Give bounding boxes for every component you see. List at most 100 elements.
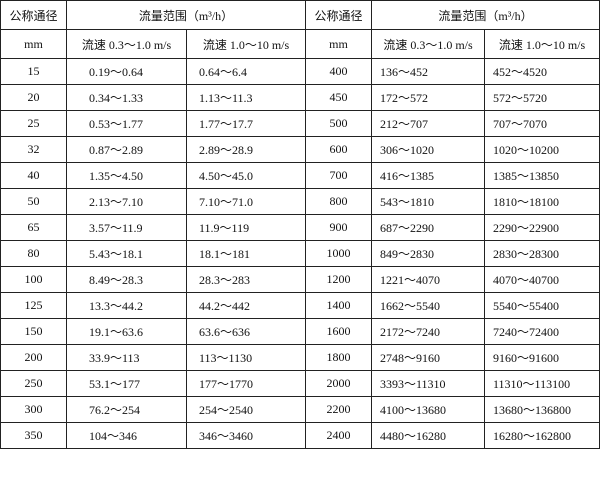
flow-range-cell: 572～5720 — [484, 84, 600, 111]
flow-range-cell: 0.34～1.33 — [66, 84, 187, 111]
flow-range-cell: 0.53～1.77 — [66, 110, 187, 137]
flow-range-cell: 687～2290 — [371, 214, 485, 241]
flow-range-cell: 5.43～18.1 — [66, 240, 187, 267]
diameter-cell: 2400 — [305, 422, 372, 449]
table-row: 80 5.43～18.1 18.1～181 1000 849～2830 2830～2830… — [0, 240, 600, 267]
diameter-cell: 32 — [0, 136, 67, 163]
flow-range-cell: 543～1810 — [371, 188, 485, 215]
table-row: 15 0.19～0.64 0.64～6.4 400 136～452 452～4520 — [0, 58, 600, 85]
diameter-cell: 350 — [0, 422, 67, 449]
flow-range-cell: 1810～18100 — [484, 188, 600, 215]
header-row: mm 流速 0.3～1.0 m/s 流速 1.0～10 m/s mm 流速 0.… — [0, 29, 600, 59]
flow-range-cell: 849～2830 — [371, 240, 485, 267]
header-cell: 流速 1.0～10 m/s — [484, 29, 600, 59]
flow-range-cell: 1662～5540 — [371, 292, 485, 319]
header-cell: mm — [305, 29, 372, 59]
flow-range-cell: 1221～4070 — [371, 266, 485, 293]
table-row: 300 76.2～254 254～2540 2200 4100～13680 13680～1… — [0, 396, 600, 423]
diameter-cell: 700 — [305, 162, 372, 189]
flow-range-cell: 172～572 — [371, 84, 485, 111]
diameter-cell: 400 — [305, 58, 372, 85]
table-body: 15 0.19～0.64 0.64～6.4 400 136～452 452～4520 20 0… — [0, 58, 600, 449]
header-cell: 流量范围（m³/h） — [371, 0, 600, 30]
flow-range-cell: 177～1770 — [186, 370, 306, 397]
flow-range-cell: 13680～136800 — [484, 396, 600, 423]
flow-range-cell: 16280～162800 — [484, 422, 600, 449]
flow-range-cell: 1.35～4.50 — [66, 162, 187, 189]
diameter-cell: 50 — [0, 188, 67, 215]
table-row: 200 33.9～113 113～1130 1800 2748～9160 9160～916… — [0, 344, 600, 371]
flow-range-cell: 8.49～28.3 — [66, 266, 187, 293]
flow-range-cell: 4100～13680 — [371, 396, 485, 423]
flow-range-cell: 5540～55400 — [484, 292, 600, 319]
diameter-cell: 2200 — [305, 396, 372, 423]
table-row: 65 3.57～11.9 11.9～119 900 687～2290 2290～22900 — [0, 214, 600, 241]
flow-range-cell: 11.9～119 — [186, 214, 306, 241]
diameter-cell: 100 — [0, 266, 67, 293]
diameter-cell: 80 — [0, 240, 67, 267]
diameter-cell: 900 — [305, 214, 372, 241]
flow-range-cell: 3.57～11.9 — [66, 214, 187, 241]
flow-range-cell: 76.2～254 — [66, 396, 187, 423]
flow-range-cell: 2.13～7.10 — [66, 188, 187, 215]
flow-range-cell: 2290～22900 — [484, 214, 600, 241]
flow-range-cell: 0.64～6.4 — [186, 58, 306, 85]
table-row: 40 1.35～4.50 4.50～45.0 700 416～1385 1385～1385… — [0, 162, 600, 189]
flow-range-cell: 0.19～0.64 — [66, 58, 187, 85]
diameter-cell: 800 — [305, 188, 372, 215]
table-header: 公称通径 流量范围（m³/h） 公称通径 流量范围（m³/h） mm 流速 0.… — [0, 0, 600, 59]
diameter-cell: 200 — [0, 344, 67, 371]
diameter-cell: 250 — [0, 370, 67, 397]
flow-table: 公称通径 流量范围（m³/h） 公称通径 流量范围（m³/h） mm 流速 0.… — [0, 0, 600, 449]
table-row: 350 104～346 346～3460 2400 4480～16280 16280～16… — [0, 422, 600, 449]
table-row: 250 53.1～177 177～1770 2000 3393～11310 11310～1… — [0, 370, 600, 397]
header-row: 公称通径 流量范围（m³/h） 公称通径 流量范围（m³/h） — [0, 0, 600, 30]
flow-range-cell: 9160～91600 — [484, 344, 600, 371]
flow-range-cell: 63.6～636 — [186, 318, 306, 345]
diameter-cell: 1200 — [305, 266, 372, 293]
flow-range-cell: 104～346 — [66, 422, 187, 449]
flow-range-cell: 306～1020 — [371, 136, 485, 163]
diameter-cell: 65 — [0, 214, 67, 241]
flow-range-cell: 1.13～11.3 — [186, 84, 306, 111]
header-cell: 流速 1.0～10 m/s — [186, 29, 306, 59]
flow-range-cell: 33.9～113 — [66, 344, 187, 371]
flow-range-cell: 212～707 — [371, 110, 485, 137]
diameter-cell: 600 — [305, 136, 372, 163]
table-row: 125 13.3～44.2 44.2～442 1400 1662～5540 5540～55… — [0, 292, 600, 319]
diameter-cell: 40 — [0, 162, 67, 189]
flow-range-cell: 4.50～45.0 — [186, 162, 306, 189]
flow-range-cell: 113～1130 — [186, 344, 306, 371]
diameter-cell: 1600 — [305, 318, 372, 345]
header-cell: 流速 0.3～1.0 m/s — [66, 29, 187, 59]
flow-range-cell: 7240～72400 — [484, 318, 600, 345]
diameter-cell: 20 — [0, 84, 67, 111]
diameter-cell: 2000 — [305, 370, 372, 397]
flow-range-cell: 28.3～283 — [186, 266, 306, 293]
diameter-cell: 450 — [305, 84, 372, 111]
flow-range-cell: 53.1～177 — [66, 370, 187, 397]
table-row: 32 0.87～2.89 2.89～28.9 600 306～1020 1020～1020… — [0, 136, 600, 163]
header-cell: mm — [0, 29, 67, 59]
flow-range-cell: 1385～13850 — [484, 162, 600, 189]
diameter-cell: 500 — [305, 110, 372, 137]
flow-range-cell: 2172～7240 — [371, 318, 485, 345]
table-row: 20 0.34～1.33 1.13～11.3 450 172～572 572～5720 — [0, 84, 600, 111]
table-row: 50 2.13～7.10 7.10～71.0 800 543～1810 1810～1810… — [0, 188, 600, 215]
flow-range-cell: 2.89～28.9 — [186, 136, 306, 163]
header-cell: 公称通径 — [0, 0, 67, 30]
flow-range-cell: 0.87～2.89 — [66, 136, 187, 163]
diameter-cell: 1800 — [305, 344, 372, 371]
flow-range-cell: 346～3460 — [186, 422, 306, 449]
flow-range-cell: 19.1～63.6 — [66, 318, 187, 345]
flow-range-cell: 452～4520 — [484, 58, 600, 85]
flow-range-cell: 18.1～181 — [186, 240, 306, 267]
flow-range-cell: 44.2～442 — [186, 292, 306, 319]
flow-range-cell: 2830～28300 — [484, 240, 600, 267]
table-row: 100 8.49～28.3 28.3～283 1200 1221～4070 4070～40… — [0, 266, 600, 293]
flow-range-cell: 4070～40700 — [484, 266, 600, 293]
flow-range-cell: 416～1385 — [371, 162, 485, 189]
flow-range-cell: 13.3～44.2 — [66, 292, 187, 319]
flow-range-cell: 1020～10200 — [484, 136, 600, 163]
